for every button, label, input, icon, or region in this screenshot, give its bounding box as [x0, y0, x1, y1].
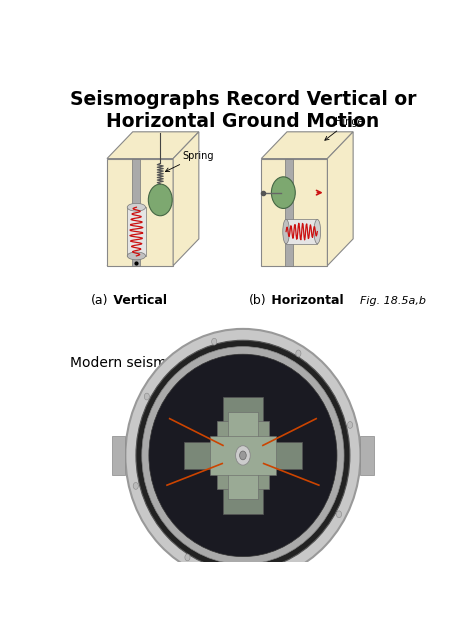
Ellipse shape	[127, 252, 146, 260]
Text: (a): (a)	[91, 294, 109, 307]
Ellipse shape	[240, 451, 246, 460]
Ellipse shape	[211, 338, 217, 345]
Ellipse shape	[136, 340, 350, 571]
Ellipse shape	[314, 219, 320, 244]
Polygon shape	[328, 132, 353, 265]
Ellipse shape	[283, 219, 290, 244]
Polygon shape	[261, 159, 328, 265]
Ellipse shape	[272, 177, 295, 209]
Text: Fig. 18.5a,b: Fig. 18.5a,b	[360, 296, 427, 306]
Bar	[210, 436, 276, 475]
Bar	[217, 422, 269, 489]
Bar	[286, 219, 317, 244]
Text: Seismographs Record Vertical or
Horizontal Ground Motion: Seismographs Record Vertical or Horizont…	[70, 90, 416, 131]
Bar	[285, 159, 293, 265]
Text: Modern seismometer: Modern seismometer	[70, 356, 217, 370]
Ellipse shape	[337, 511, 342, 518]
Ellipse shape	[127, 204, 146, 211]
Ellipse shape	[148, 184, 172, 216]
Bar	[112, 436, 125, 475]
Ellipse shape	[269, 566, 274, 573]
Bar	[223, 397, 263, 514]
Ellipse shape	[149, 354, 337, 557]
Polygon shape	[107, 132, 199, 159]
Ellipse shape	[125, 329, 360, 582]
Ellipse shape	[133, 482, 138, 489]
Text: (b): (b)	[249, 294, 267, 307]
Bar	[127, 207, 146, 256]
Ellipse shape	[144, 393, 149, 400]
Ellipse shape	[236, 446, 250, 465]
Text: Horizontal: Horizontal	[267, 294, 344, 307]
Polygon shape	[173, 132, 199, 265]
Bar	[228, 411, 258, 499]
Bar	[184, 442, 301, 469]
Polygon shape	[107, 159, 173, 265]
Ellipse shape	[296, 350, 301, 357]
Ellipse shape	[185, 554, 190, 561]
Bar	[360, 436, 374, 475]
Bar	[132, 159, 140, 265]
Ellipse shape	[142, 346, 344, 564]
Ellipse shape	[347, 422, 353, 428]
Text: Spring: Spring	[165, 150, 214, 171]
Polygon shape	[261, 132, 353, 159]
Text: Vertical: Vertical	[109, 294, 167, 307]
Text: Hinge: Hinge	[325, 116, 363, 140]
